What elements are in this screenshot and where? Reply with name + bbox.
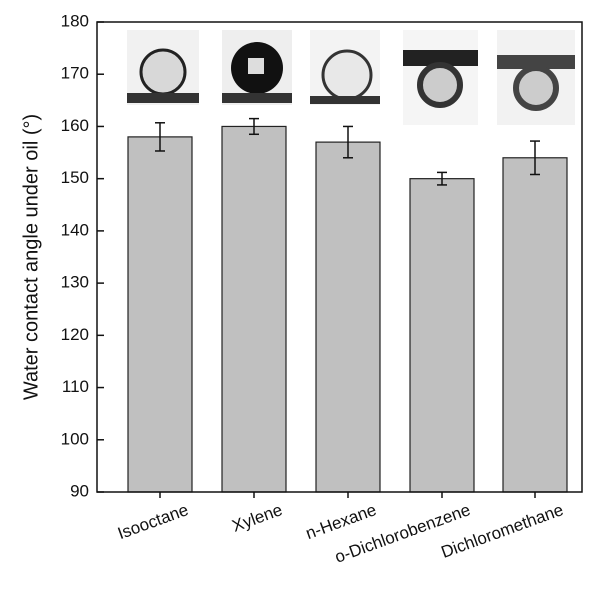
y-tick-label: 110 — [62, 377, 89, 396]
chart: Water contact angle under oil (°) 90 100 1… — [0, 0, 610, 585]
y-tick-label: 90 — [70, 481, 89, 500]
y-tick-label: 120 — [61, 325, 89, 344]
y-tick-label: 140 — [61, 220, 89, 239]
x-tick-label: Xylene — [230, 500, 285, 536]
y-axis-label: Water contact angle under oil (°) — [20, 114, 42, 400]
y-tick-label: 130 — [61, 273, 89, 292]
y-tick-label: 170 — [61, 64, 89, 83]
y-tick-label: 180 — [61, 11, 89, 30]
bar — [316, 142, 380, 492]
y-tick-label: 150 — [61, 168, 89, 187]
droplet-images — [127, 30, 575, 125]
bar — [128, 137, 192, 492]
bar — [503, 158, 567, 492]
x-tick-label: Isooctane — [115, 500, 191, 543]
y-tick-label: 100 — [61, 429, 89, 448]
bar — [410, 179, 474, 492]
y-tick-label: 160 — [61, 116, 89, 135]
bar — [222, 126, 286, 492]
